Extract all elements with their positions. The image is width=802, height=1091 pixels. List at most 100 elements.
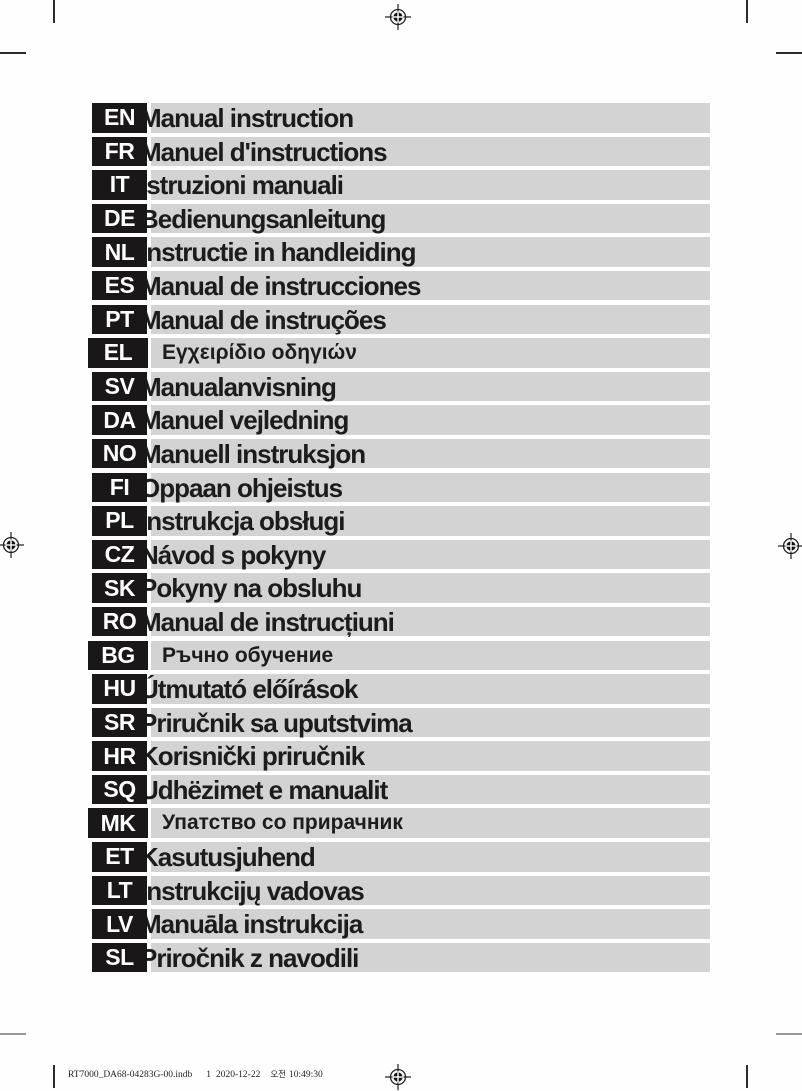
language-row-mk: Упатство со прирачник MK	[88, 808, 710, 838]
language-row-bar	[151, 606, 710, 637]
language-code-badge: ET	[92, 842, 147, 872]
language-code-badge: LT	[92, 875, 147, 906]
language-title-label: Manual de instrucciones	[140, 270, 421, 301]
language-row-de: Bedienungsanleitung DE	[92, 203, 710, 234]
language-title-label: Manualanvisning	[140, 371, 337, 402]
language-code-badge: EL	[88, 338, 148, 368]
language-code-badge: NL	[92, 237, 147, 267]
language-code-badge: FI	[92, 472, 147, 503]
language-code-badge: MK	[88, 808, 148, 838]
language-row-en: Manual instruction EN	[92, 103, 710, 133]
language-code-badge: CZ	[92, 539, 147, 570]
crop-mark-top-right-horizontal	[776, 52, 802, 54]
language-row-bar	[151, 438, 710, 469]
language-title-label: Manuel d'instructions	[140, 136, 388, 167]
language-code-badge: EN	[92, 103, 147, 133]
language-row-da: Manuel vejledning DA	[92, 405, 710, 435]
language-row-bar	[151, 270, 710, 301]
language-row-bar	[151, 405, 710, 435]
language-row-lv: Manuāla instrukcija LV	[92, 909, 710, 939]
footer-meridiem: 오전	[270, 1069, 286, 1079]
language-code-badge: NO	[92, 438, 147, 469]
language-code-badge: SL	[92, 942, 147, 973]
language-code-badge: LV	[92, 909, 147, 939]
language-row-nl: Instructie in handleiding NL	[92, 237, 710, 267]
language-row-sq: Udhëzimet e manualit SQ	[92, 774, 710, 805]
footer-date: 2020-12-22	[216, 1070, 261, 1080]
language-title-label: Instrukcijų vadovas	[140, 875, 365, 906]
footer-page-number: 1	[206, 1070, 211, 1080]
language-code-badge: BG	[88, 640, 148, 670]
language-title-label: Ръчно обучение	[162, 643, 334, 667]
language-list: Manual instruction EN Manuel d'instructi…	[88, 103, 710, 973]
language-row-bar	[151, 842, 710, 872]
language-row-bar	[151, 103, 710, 133]
language-title-label: Priročnik z navodili	[140, 942, 359, 973]
language-title-label: Manuāla instrukcija	[140, 909, 363, 940]
language-title-label: Εγχειρίδιο οδηγιών	[162, 341, 357, 365]
crop-mark-bottom-left-vertical	[53, 1065, 55, 1088]
language-row-fr: Manuel d'instructions FR	[92, 136, 710, 167]
registration-mark-icon-left	[0, 532, 24, 558]
language-title-label: Manual de instruções	[140, 304, 387, 335]
language-row-bar	[151, 338, 710, 368]
language-row-et: Kasutusjuhend ET	[92, 842, 710, 872]
language-title-label: Priručnik sa uputstvima	[140, 707, 413, 738]
language-row-bar	[151, 674, 710, 704]
language-row-ro: Manual de instrucțiuni RO	[92, 606, 710, 637]
language-row-bar	[151, 942, 710, 973]
language-title-label: Manuel vejledning	[140, 405, 349, 436]
crop-mark-bottom-left-horizontal	[0, 1033, 26, 1035]
language-title-label: Manual instruction	[140, 103, 354, 133]
language-title-label: Instrukcja obsługi	[140, 506, 345, 537]
language-row-pl: Instrukcja obsługi PL	[92, 506, 710, 536]
language-code-badge: HR	[92, 741, 147, 771]
language-code-badge: IT	[92, 170, 147, 200]
language-title-label: Istruzioni manuali	[140, 170, 344, 201]
registration-mark-icon-bottom	[385, 1064, 411, 1090]
language-row-bar	[151, 573, 710, 603]
language-code-badge: SV	[92, 371, 147, 402]
language-row-hu: Útmutató előírások HU	[92, 674, 710, 704]
language-code-badge: ES	[92, 270, 147, 301]
footer-time: 10:49:30	[288, 1070, 323, 1080]
language-row-es: Manual de instrucciones ES	[92, 270, 710, 301]
language-title-label: Bedienungsanleitung	[140, 203, 386, 234]
language-row-sv: Manualanvisning SV	[92, 371, 710, 402]
registration-mark-icon-top	[385, 4, 411, 30]
language-title-label: Pokyny na obsluhu	[140, 573, 362, 604]
language-title-label: Korisnički priručnik	[140, 741, 365, 772]
language-code-badge: DA	[92, 405, 147, 435]
language-title-label: Упатство со прирачник	[162, 811, 403, 835]
language-code-badge: SQ	[92, 774, 147, 805]
language-row-bar	[151, 371, 710, 402]
language-row-sk: Pokyny na obsluhu SK	[92, 573, 710, 603]
language-code-badge: FR	[92, 136, 147, 167]
language-code-badge: SK	[92, 573, 147, 603]
print-footer: RT7000_DA68-04283G-00.indb 1 2020-12-22 오전 1…	[68, 1068, 323, 1080]
language-title-label: Manuell instruksjon	[140, 438, 366, 469]
language-row-pt: Manual de instruções PT	[92, 304, 710, 335]
language-row-bar	[151, 170, 710, 200]
language-row-bar	[151, 472, 710, 503]
language-row-bar	[151, 741, 710, 771]
language-code-badge: DE	[92, 203, 147, 234]
language-row-bar	[151, 136, 710, 167]
language-row-bg: Ръчно обучение BG	[88, 640, 710, 670]
language-row-bar	[151, 640, 710, 670]
language-row-cz: Návod s pokyny CZ	[92, 539, 710, 570]
registration-mark-icon-right	[778, 533, 802, 559]
language-title-label: Útmutató előírások	[140, 674, 358, 705]
crop-mark-top-right-vertical	[746, 0, 748, 23]
language-row-no: Manuell instruksjon NO	[92, 438, 710, 469]
language-row-bar	[151, 539, 710, 570]
language-row-bar	[151, 506, 710, 536]
language-row-bar	[151, 808, 710, 838]
language-row-bar	[151, 909, 710, 939]
language-code-badge: RO	[92, 606, 147, 637]
language-row-bar	[151, 237, 710, 267]
language-row-lt: Instrukcijų vadovas LT	[92, 875, 710, 906]
language-title-label: Oppaan ohjeistus	[140, 472, 343, 503]
language-title-label: Manual de instrucțiuni	[140, 606, 395, 637]
crop-mark-bottom-right-horizontal	[776, 1033, 802, 1035]
